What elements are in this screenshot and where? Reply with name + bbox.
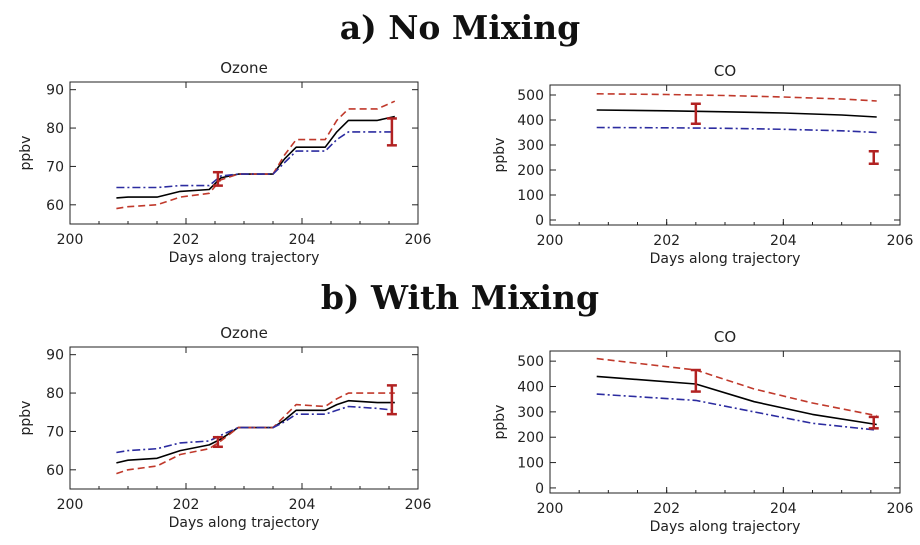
chart-1-ytick-label: 90: [46, 83, 64, 99]
chart-4-xlabel: Days along trajectory: [650, 519, 801, 535]
chart-1-ytick-label: 70: [46, 159, 64, 175]
chart-2-xtick-label: 200: [537, 233, 564, 249]
chart-2-ytick-label: 300: [517, 138, 544, 154]
chart-4-ytick-label: 100: [517, 456, 544, 472]
chart-4-ytick-label: 0: [535, 481, 544, 497]
chart-3-frame: [69, 346, 419, 490]
chart-3-series-dashed-line: [116, 392, 395, 475]
chart-4-series-solid-line: [596, 375, 877, 426]
chart-1-series-dashed-line: [116, 100, 396, 210]
chart-1-xtick-label: 206: [405, 232, 432, 248]
chart-1-ylabel: ppbv: [18, 136, 34, 171]
chart-2-xtick-label: 202: [653, 233, 680, 249]
chart-1-title: Ozone: [220, 59, 268, 77]
chart-3-xlabel: Days along trajectory: [169, 515, 320, 531]
chart-3-series-dashdot-line: [116, 405, 395, 454]
chart-2-xtick-label: 204: [770, 233, 797, 249]
chart-2-xtick-label: 206: [887, 233, 914, 249]
chart-4-xtick-label: 200: [537, 501, 564, 517]
chart-3-title: Ozone: [220, 324, 268, 342]
chart-3-ylabel: ppbv: [18, 401, 34, 436]
chart-3-series-solid-line: [116, 399, 395, 464]
section-title-with-mixing: b) With Mixing: [320, 278, 600, 317]
chart-2-ytick-label: 100: [517, 188, 544, 204]
chart-1-series-solid-line: [116, 115, 395, 199]
section-title-no-mixing: a) No Mixing: [339, 8, 581, 47]
chart-2-frame: [549, 84, 901, 226]
chart-1-frame: [69, 81, 419, 225]
chart-1-xtick-label: 204: [289, 232, 316, 248]
chart-4-title: CO: [714, 328, 736, 346]
chart-1-xtick-label: 202: [173, 232, 200, 248]
chart-3-ytick-label: 60: [46, 463, 64, 479]
chart-3-ytick-label: 90: [46, 348, 64, 364]
chart-1-ytick-label: 60: [46, 198, 64, 214]
chart-4-ylabel: ppbv: [492, 405, 508, 440]
chart-2-ytick-label: 400: [517, 113, 544, 129]
chart-2-series-dashdot-line: [596, 126, 877, 134]
chart-2-title: CO: [714, 62, 736, 80]
chart-2-xlabel: Days along trajectory: [650, 251, 801, 267]
chart-4-xtick-label: 204: [770, 501, 797, 517]
chart-1-series-dashdot-line: [116, 131, 395, 189]
chart-2-ylabel: ppbv: [492, 138, 508, 173]
chart-3-ytick-label: 70: [46, 424, 64, 440]
chart-3-xtick-label: 204: [289, 497, 316, 513]
chart-4-ytick-label: 300: [517, 405, 544, 421]
chart-4-frame: [549, 350, 901, 494]
chart-4-ytick-label: 200: [517, 430, 544, 446]
chart-3-ytick-label: 80: [46, 386, 64, 402]
chart-2-ytick-label: 0: [535, 213, 544, 229]
chart-3-xtick-label: 200: [57, 497, 84, 513]
chart-4-ytick-label: 400: [517, 380, 544, 396]
chart-1-xlabel: Days along trajectory: [169, 250, 320, 266]
chart-1-xtick-label: 200: [57, 232, 84, 248]
chart-4-ytick-label: 500: [517, 354, 544, 370]
chart-4-series-dashed-line: [596, 357, 877, 417]
chart-2-ytick-label: 200: [517, 163, 544, 179]
chart-4-series-dashdot-line: [596, 393, 877, 431]
chart-2-series-solid-line: [596, 109, 877, 118]
chart-4-xtick-label: 202: [653, 501, 680, 517]
chart-2-series-dashed-line: [596, 93, 877, 102]
chart-3-xtick-label: 202: [173, 497, 200, 513]
chart-2-ytick-label: 500: [517, 88, 544, 104]
chart-4-xtick-label: 206: [887, 501, 914, 517]
chart-1-ytick-label: 80: [46, 121, 64, 137]
chart-3-xtick-label: 206: [405, 497, 432, 513]
